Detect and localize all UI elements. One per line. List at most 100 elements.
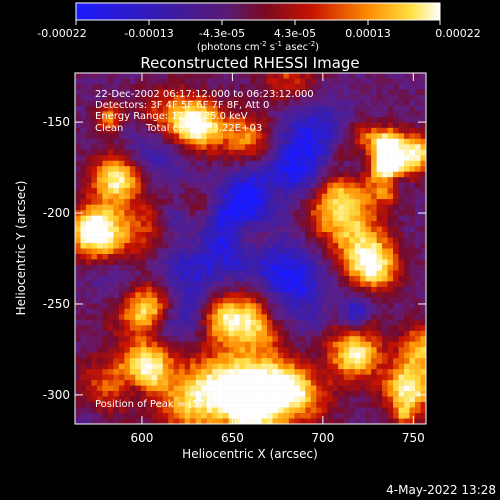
heatmap-cell xyxy=(245,253,251,260)
heatmap-cell xyxy=(398,341,405,348)
heatmap-cell xyxy=(283,78,290,85)
heatmap-cell xyxy=(85,330,92,337)
heatmap-cell xyxy=(365,144,372,151)
heatmap-cell xyxy=(349,336,355,343)
heatmap-cell xyxy=(255,363,262,370)
heatmap-cell xyxy=(201,138,207,145)
heatmap-cell xyxy=(360,78,366,85)
heatmap-cell xyxy=(288,347,295,353)
heatmap-cell xyxy=(365,330,372,337)
heatmap-cell xyxy=(102,352,109,359)
heatmap-cell xyxy=(223,105,229,112)
heatmap-cell xyxy=(409,105,416,112)
heatmap-cell xyxy=(250,396,257,403)
heatmap-cell xyxy=(107,94,114,101)
heatmap-cell xyxy=(371,83,377,90)
heatmap-cell xyxy=(365,94,372,101)
heatmap-cell xyxy=(371,204,377,211)
heatmap-cell xyxy=(272,243,279,249)
heatmap-cell xyxy=(107,248,114,255)
heatmap-cell xyxy=(129,237,136,244)
heatmap-cell xyxy=(404,160,410,167)
heatmap-cell xyxy=(288,358,295,364)
heatmap-cell xyxy=(398,303,405,310)
heatmap-cell xyxy=(234,363,240,370)
heatmap-cell xyxy=(338,144,345,151)
heatmap-cell xyxy=(376,275,383,282)
heatmap-cell xyxy=(365,193,372,200)
heatmap-cell xyxy=(195,100,202,107)
heatmap-cell xyxy=(415,116,421,123)
heatmap-cell xyxy=(343,155,350,162)
heatmap-cell xyxy=(349,78,355,85)
heatmap-cell xyxy=(195,363,202,370)
heatmap-cell xyxy=(146,182,153,189)
heatmap-cell xyxy=(283,314,290,321)
peak-position-text: Position of Peak = [574,-301] xyxy=(95,399,241,410)
heatmap-cell xyxy=(266,160,273,167)
heatmap-cell xyxy=(294,78,301,85)
heatmap-cell xyxy=(173,89,180,96)
heatmap-cell xyxy=(376,270,383,277)
heatmap-cell xyxy=(206,166,213,173)
heatmap-cell xyxy=(332,396,339,403)
heatmap-cell xyxy=(299,369,306,375)
heatmap-cell xyxy=(85,210,92,216)
heatmap-cell xyxy=(261,319,268,326)
heatmap-cell xyxy=(245,391,251,397)
heatmap-cell xyxy=(206,89,213,96)
heatmap-cell xyxy=(102,347,109,353)
heatmap-cell xyxy=(201,308,207,315)
heatmap-cell xyxy=(272,396,279,403)
heatmap-cell xyxy=(228,149,235,156)
heatmap-cell xyxy=(404,188,410,194)
heatmap-cell xyxy=(310,127,317,134)
heatmap-cell xyxy=(85,396,92,403)
heatmap-cell xyxy=(228,232,235,238)
heatmap-cell xyxy=(201,127,207,134)
heatmap-cell xyxy=(80,358,87,364)
heatmap-cell xyxy=(151,363,158,370)
heatmap-cell xyxy=(190,281,196,288)
heatmap-cell xyxy=(255,396,262,403)
heatmap-cell xyxy=(255,166,262,173)
heatmap-cell xyxy=(409,144,416,151)
heatmap-cell xyxy=(168,259,175,266)
heatmap-cell xyxy=(195,292,202,299)
heatmap-cell xyxy=(195,336,202,343)
heatmap-cell xyxy=(404,111,410,118)
heatmap-cell xyxy=(316,352,323,359)
heatmap-cell xyxy=(190,210,196,216)
heatmap-cell xyxy=(201,341,207,348)
heatmap-cell xyxy=(343,138,350,145)
heatmap-cell xyxy=(310,407,317,414)
heatmap-cell xyxy=(409,253,416,260)
heatmap-cell xyxy=(343,210,350,216)
heatmap-cell xyxy=(360,314,366,321)
heatmap-cell xyxy=(239,385,246,392)
heatmap-cell xyxy=(277,385,284,392)
heatmap-cell xyxy=(261,122,268,129)
heatmap-cell xyxy=(420,314,426,321)
heatmap-cell xyxy=(85,325,92,332)
heatmap-cell xyxy=(135,336,142,343)
heatmap-cell xyxy=(146,243,153,249)
heatmap-cell xyxy=(404,243,410,249)
heatmap-cell xyxy=(294,199,301,205)
heatmap-cell xyxy=(420,138,426,145)
heatmap-cell xyxy=(228,369,235,375)
heatmap-cell xyxy=(288,155,295,162)
heatmap-cell xyxy=(245,160,251,167)
heatmap-cell xyxy=(146,402,153,408)
heatmap-cell xyxy=(360,270,366,277)
heatmap-cell xyxy=(277,314,284,321)
heatmap-cell xyxy=(228,89,235,96)
heatmap-cell xyxy=(283,336,290,343)
heatmap-cell xyxy=(288,292,295,299)
heatmap-cell xyxy=(321,144,328,151)
heatmap-cell xyxy=(173,352,180,359)
heatmap-cell xyxy=(85,374,92,381)
heatmap-cell xyxy=(266,105,273,112)
heatmap-cell xyxy=(283,275,290,282)
heatmap-cell xyxy=(393,369,399,375)
